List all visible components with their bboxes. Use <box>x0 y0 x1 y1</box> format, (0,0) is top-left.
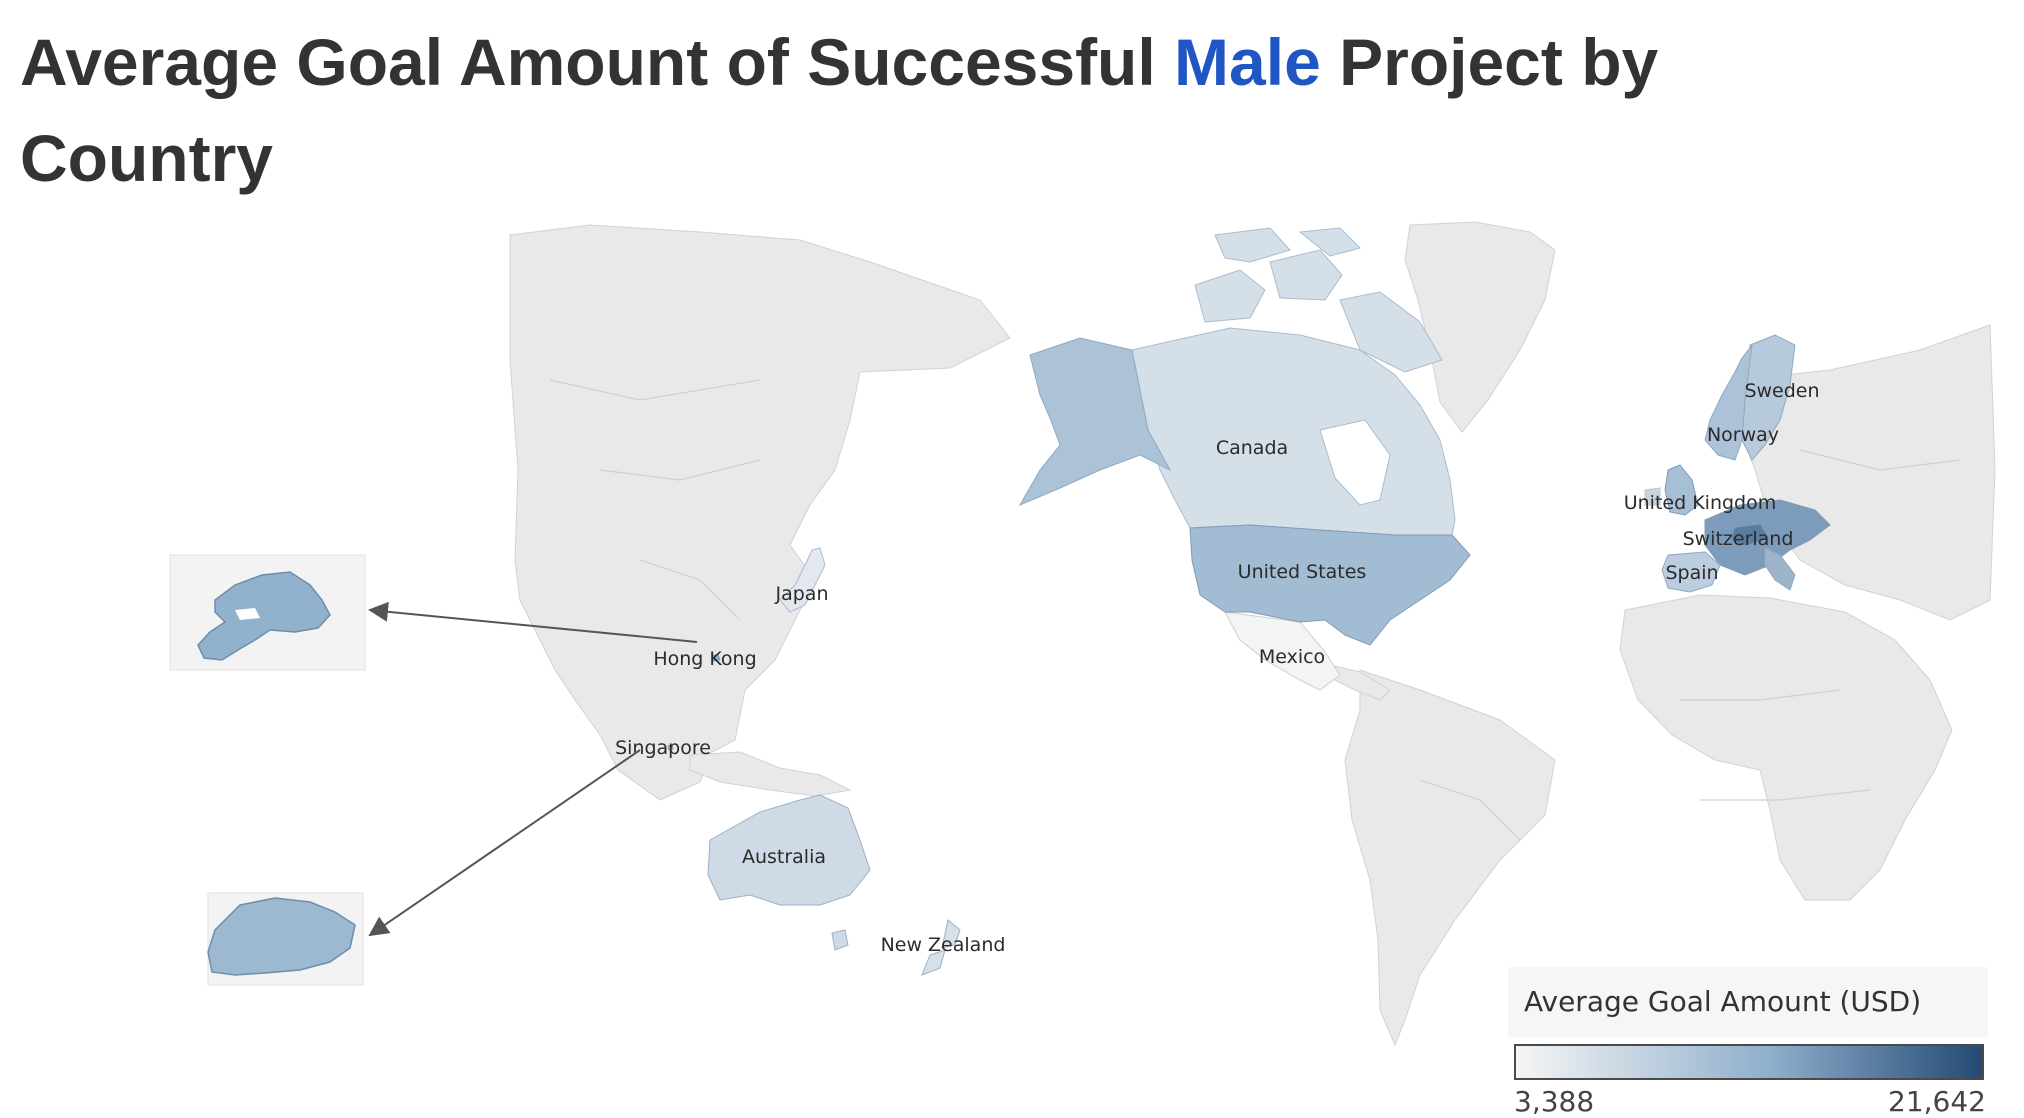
title-suffix: Project by Country <box>20 25 1659 195</box>
label-new-zealand: New Zealand <box>881 934 1006 956</box>
label-australia: Australia <box>742 846 826 868</box>
label-mexico: Mexico <box>1259 646 1325 668</box>
united-kingdom-region[interactable] <box>1664 464 1699 516</box>
ireland-region <box>1644 487 1661 506</box>
label-switzerland: Switzerland <box>1683 528 1794 550</box>
africa-land <box>1619 594 1953 901</box>
indonesia-land <box>689 751 852 797</box>
greenland-land <box>1404 221 1556 433</box>
hudson-bay <box>1319 419 1391 506</box>
united-states-region[interactable] <box>1189 524 1471 646</box>
australia-region[interactable] <box>707 794 871 906</box>
country-labels: Canada United States Mexico Japan Hong K… <box>615 380 1819 956</box>
singapore-arrow <box>368 749 641 937</box>
country-borders <box>549 379 1961 841</box>
title-prefix: Average Goal Amount of Successful <box>20 25 1175 99</box>
mexico-region[interactable] <box>1224 611 1341 691</box>
spain-region[interactable] <box>1661 551 1721 593</box>
hong-kong-inset-shape[interactable] <box>197 571 331 661</box>
new-zealand-south-region <box>921 949 946 976</box>
norway-region[interactable] <box>1704 343 1753 461</box>
singapore-region[interactable] <box>667 744 674 751</box>
legend-max-value: 21,642 <box>1888 1085 1986 1118</box>
label-spain: Spain <box>1665 562 1718 584</box>
japan-region[interactable] <box>779 547 826 613</box>
new-zealand-region[interactable] <box>941 919 961 949</box>
page-title: Average Goal Amount of Successful Male P… <box>20 14 1820 206</box>
label-japan: Japan <box>775 583 829 605</box>
color-legend: Average Goal Amount (USD) 3,388 21,642 <box>1508 967 1988 1118</box>
label-united-states: United States <box>1238 561 1367 583</box>
italy-region <box>1764 547 1796 591</box>
legend-min-value: 3,388 <box>1514 1085 1595 1118</box>
switzerland-region[interactable] <box>1731 524 1769 546</box>
hong-kong-region[interactable] <box>711 653 721 662</box>
world-landmass <box>509 221 1996 1047</box>
central-america-land <box>1329 664 1391 701</box>
singapore-inset-shape[interactable] <box>207 897 356 976</box>
hong-kong-arrow <box>368 601 698 643</box>
tasmania-region <box>831 929 849 951</box>
south-america-land <box>1344 669 1556 1047</box>
eurasia-east-land <box>1739 324 1996 621</box>
hong-kong-inset <box>169 554 366 671</box>
canada-arctic-islands <box>1194 227 1443 373</box>
label-norway: Norway <box>1707 424 1779 446</box>
label-singapore: Singapore <box>615 737 711 759</box>
label-hong-kong: Hong Kong <box>653 648 756 670</box>
alaska-region[interactable] <box>1018 337 1172 507</box>
legend-title: Average Goal Amount (USD) <box>1508 967 1988 1037</box>
legend-gradient-bar <box>1514 1044 1984 1080</box>
title-highlight: Male <box>1174 25 1321 99</box>
label-sweden: Sweden <box>1744 380 1819 402</box>
asia-land <box>509 224 1011 801</box>
label-canada: Canada <box>1216 437 1288 459</box>
label-united-kingdom: United Kingdom <box>1624 492 1777 514</box>
singapore-inset <box>207 892 364 986</box>
